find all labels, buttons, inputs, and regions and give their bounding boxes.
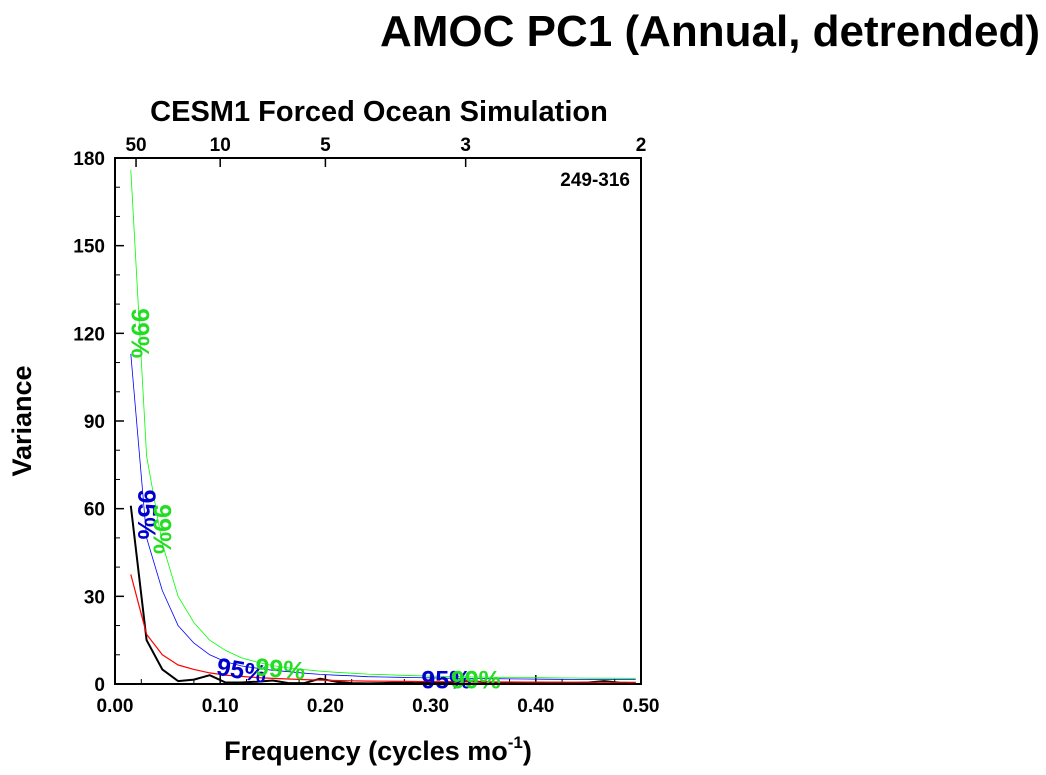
significance-label: 95% (421, 666, 471, 694)
x-tick-label: 0.00 (97, 696, 134, 717)
x-axis-label-close: ) (523, 736, 532, 766)
x-axis-label-superscript: -1 (508, 733, 523, 752)
top-tick-label: 2 (636, 135, 647, 156)
x-axis-label-main: Frequency (cycles mo (224, 736, 508, 766)
top-tick-label: 50 (125, 135, 146, 156)
x-axis-label: Frequency (cycles mo-1) (224, 733, 532, 766)
x-tick-label: 0.40 (517, 696, 554, 717)
series-line-95-percent (130, 353, 636, 680)
top-tick-label: 5 (320, 135, 331, 156)
axes-layer: 0.00 0.10 0.20 0.30 0.40 0.50 0 30 60 90 120 150 180… (73, 135, 659, 717)
significance-label: 99% (148, 504, 176, 554)
plot-frame (114, 157, 642, 685)
significance-label: 99% (254, 653, 306, 685)
y-axis-label: Variance (7, 365, 37, 476)
series-line-spectrum (129, 505, 636, 685)
y-tick-label: 60 (84, 500, 105, 521)
x-tick-label: 0.10 (202, 696, 239, 717)
y-tick-label: 150 (73, 237, 105, 258)
chart-title: AMOC PC1 (Annual, detrended) (380, 7, 1040, 56)
y-tick-label: 0 (94, 675, 105, 696)
significance-label: 99% (451, 666, 501, 694)
x-tick-label: 0.50 (623, 696, 660, 717)
y-tick-label: 90 (84, 412, 105, 433)
series-line-99-percent (130, 169, 636, 679)
series-line-red-noise (130, 574, 636, 683)
x-tick-label: 0.20 (307, 696, 344, 717)
y-tick-label: 180 (73, 149, 105, 170)
y-tick-label: 120 (73, 324, 105, 345)
x-tick-label: 0.30 (412, 696, 449, 717)
line-label-layer: 99%95%99%95%99% 95%99% (126, 308, 501, 694)
series-layer (129, 169, 636, 685)
y-tick-label: 30 (84, 587, 105, 608)
significance-label: 95% (132, 489, 160, 539)
significance-label: 99% (126, 308, 154, 358)
chart-subtitle: CESM1 Forced Ocean Simulation (150, 96, 608, 128)
top-tick-label: 3 (460, 135, 471, 156)
period-annotation: 249-316 (560, 170, 630, 191)
top-tick-label: 10 (210, 135, 231, 156)
